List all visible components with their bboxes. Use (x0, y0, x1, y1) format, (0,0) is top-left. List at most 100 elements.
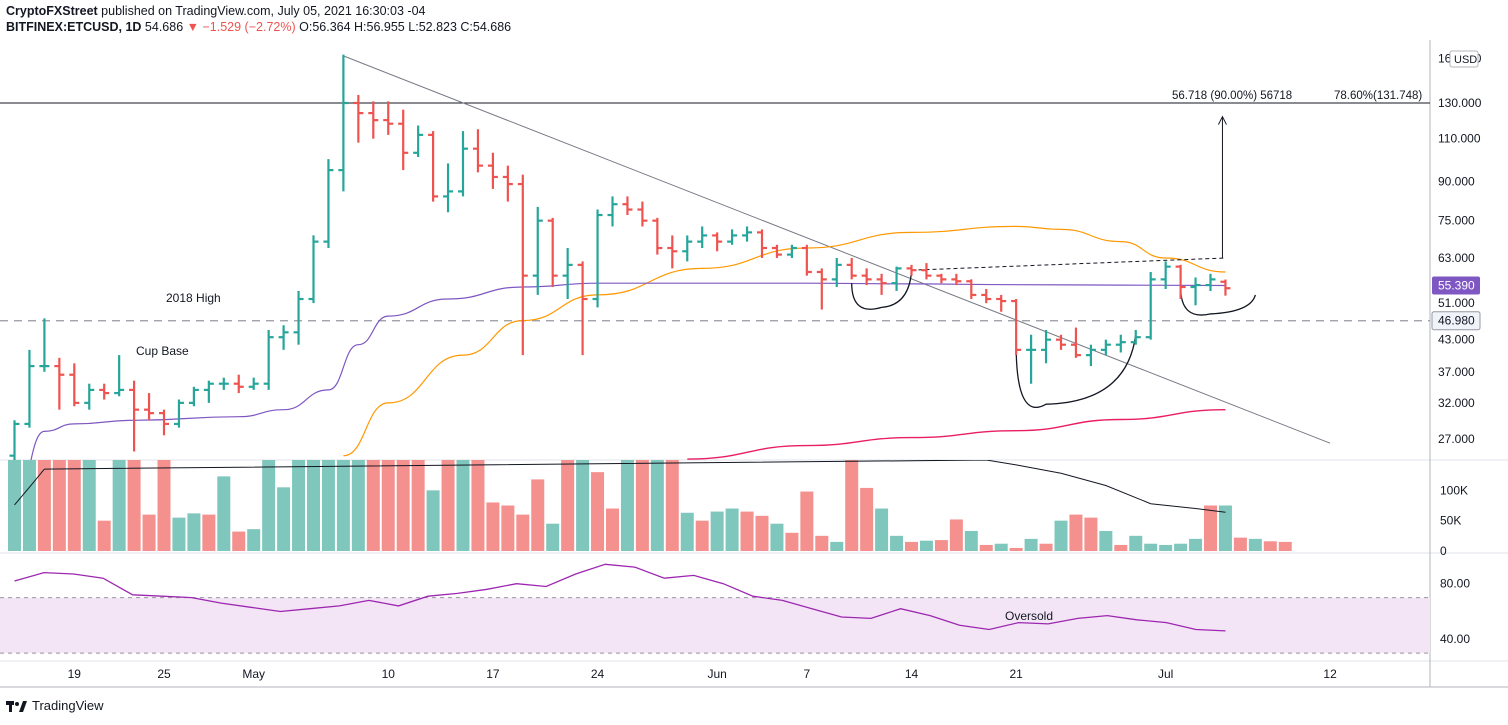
ohlc-bar[interactable] (99, 383, 110, 400)
volume-bar[interactable] (247, 529, 261, 551)
volume-bar[interactable] (890, 535, 904, 551)
volume-bar[interactable] (351, 460, 365, 551)
volume-bar[interactable] (471, 460, 485, 551)
volume-bar[interactable] (680, 512, 694, 551)
currency-box[interactable] (1449, 50, 1479, 68)
volume-bar[interactable] (1144, 543, 1158, 551)
ohlc-bar[interactable] (502, 165, 513, 202)
price-pane[interactable]: 56.718 (90.00%) 56718 78.60%(131.748) 2018… (0, 54, 1430, 504)
ohlc-bar[interactable] (801, 244, 812, 276)
ohlc-bar[interactable] (144, 393, 155, 421)
publisher-name[interactable]: CryptoFXStreet (6, 4, 98, 18)
volume-bar[interactable] (606, 508, 619, 551)
ohlc-bar[interactable] (742, 226, 753, 242)
volume-bar[interactable] (441, 460, 455, 551)
ohlc-bar[interactable] (771, 244, 782, 258)
volume-bar[interactable] (994, 543, 1008, 551)
volume-bar[interactable] (1084, 517, 1098, 551)
volume-bar[interactable] (770, 523, 784, 551)
ohlc-bar[interactable] (443, 163, 454, 213)
ohlc-bar[interactable] (1145, 271, 1156, 340)
ohlc-bar[interactable] (547, 217, 558, 288)
ohlc-bar[interactable] (652, 217, 663, 255)
volume-bar[interactable] (635, 460, 649, 551)
volume-bar[interactable] (157, 460, 171, 551)
ohlc-bar[interactable] (458, 131, 468, 197)
footer-branding[interactable]: TradingView (6, 698, 104, 713)
volume-bar[interactable] (1069, 514, 1083, 551)
volume-bar[interactable] (1189, 538, 1203, 551)
volume-bar[interactable] (755, 515, 769, 551)
ohlc-bar[interactable] (712, 232, 723, 252)
volume-bar[interactable] (830, 541, 844, 551)
ohlc-bar[interactable] (218, 377, 229, 390)
volume-bar[interactable] (845, 460, 859, 551)
ohlc-bar[interactable] (353, 94, 364, 143)
volume-bar[interactable] (561, 460, 575, 551)
volume-bar[interactable] (620, 460, 634, 551)
volume-bar[interactable] (785, 532, 799, 551)
ohlc-bar[interactable] (129, 380, 140, 452)
ohlc-bar[interactable] (1100, 339, 1111, 356)
ohlc-bar[interactable] (84, 383, 95, 410)
ohlc-bar[interactable] (278, 325, 289, 350)
ohlc-bar[interactable] (203, 380, 214, 403)
volume-bar[interactable] (277, 487, 291, 551)
ohlc-bar[interactable] (24, 349, 35, 428)
ohlc-bar[interactable] (368, 101, 379, 139)
volume-bar[interactable] (82, 460, 96, 551)
volume-bar[interactable] (336, 460, 350, 551)
volume-bar[interactable] (815, 535, 829, 551)
volume-bar[interactable] (860, 487, 874, 551)
volume-bar[interactable] (501, 505, 515, 552)
volume-bar[interactable] (172, 517, 186, 551)
volume-bar[interactable] (262, 460, 276, 551)
volume-bar[interactable] (591, 472, 605, 551)
ohlc-bar[interactable] (1115, 334, 1126, 353)
ohlc-bar[interactable] (248, 377, 259, 390)
volume-bar[interactable] (1204, 505, 1217, 552)
volume-bar[interactable] (531, 479, 545, 551)
volume-bar[interactable] (516, 514, 530, 551)
volume-pane[interactable] (8, 460, 1292, 551)
ohlc-bar[interactable] (816, 268, 827, 310)
volume-bar[interactable] (1039, 543, 1053, 551)
ohlc-bar[interactable] (592, 209, 603, 308)
volume-bar[interactable] (1248, 538, 1262, 551)
volume-bar[interactable] (37, 460, 51, 551)
ohlc-bar[interactable] (1190, 277, 1201, 306)
ohlc-bar[interactable] (413, 125, 424, 157)
volume-bar[interactable] (934, 540, 948, 551)
ohlc-bar[interactable] (1056, 334, 1066, 350)
ohlc-bar[interactable] (936, 273, 947, 284)
ohlc-bar[interactable] (263, 329, 274, 390)
ohlc-bar[interactable] (921, 263, 932, 280)
volume-bar[interactable] (411, 460, 425, 551)
volume-bar[interactable] (1263, 541, 1277, 551)
volume-bar[interactable] (486, 502, 500, 551)
ohlc-bar[interactable] (981, 288, 992, 304)
volume-bar[interactable] (1099, 530, 1113, 551)
ohlc-bar[interactable] (54, 357, 65, 410)
volume-bar[interactable] (576, 460, 590, 551)
volume-bar[interactable] (1159, 544, 1173, 551)
volume-bar[interactable] (307, 460, 320, 551)
volume-bar[interactable] (1278, 541, 1292, 551)
volume-bar[interactable] (710, 511, 724, 551)
ohlc-bar[interactable] (188, 386, 199, 407)
volume-bar[interactable] (232, 531, 246, 551)
volume-bar[interactable] (1174, 543, 1188, 551)
ohlc-bar[interactable] (667, 235, 678, 269)
ohlc-bar[interactable] (876, 273, 887, 295)
ohlc-bar[interactable] (159, 409, 169, 436)
volume-bar[interactable] (1009, 547, 1023, 551)
volume-bar[interactable] (396, 460, 410, 551)
volume-bar[interactable] (67, 460, 81, 551)
volume-bar[interactable] (97, 520, 111, 551)
volume-bar[interactable] (919, 540, 933, 551)
volume-bar[interactable] (202, 514, 216, 551)
volume-bar[interactable] (1054, 520, 1068, 551)
ohlc-bar[interactable] (323, 159, 334, 249)
volume-bar[interactable] (381, 460, 395, 551)
